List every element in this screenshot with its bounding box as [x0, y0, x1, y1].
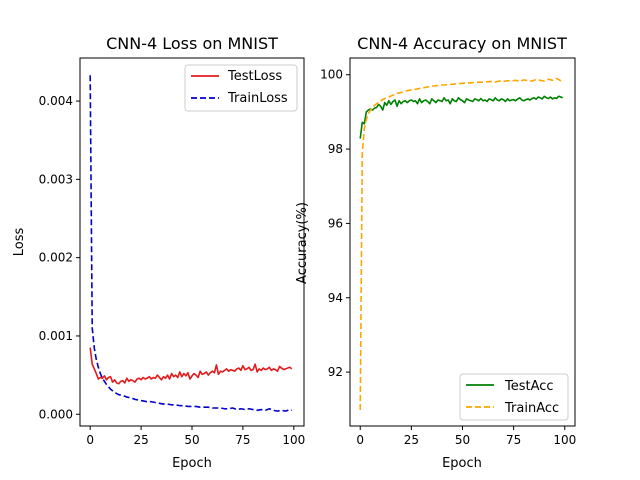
loss-x-tick-label: 0 — [86, 433, 94, 447]
loss-plot: CNN-4 Loss on MNIST Epoch Loss 0 25 50 75 10… — [12, 34, 305, 471]
loss-x-tick-label: 100 — [282, 433, 305, 447]
loss-legend: TestLoss TrainLoss — [184, 64, 298, 112]
accuracy-plot-title: CNN-4 Accuracy on MNIST — [357, 34, 567, 53]
loss-y-tick-label: 0.002 — [39, 251, 73, 265]
loss-x-tick-label: 50 — [184, 433, 199, 447]
accuracy-y-tick-label: 98 — [328, 142, 343, 156]
loss-x-axis-label: Epoch — [172, 456, 212, 471]
accuracy-x-axis-label: Epoch — [442, 456, 482, 471]
accuracy-series — [359, 77, 564, 411]
legend-label-testloss: TestLoss — [227, 69, 282, 84]
loss-y-axis-label: Loss — [12, 228, 27, 257]
accuracy-legend: TestAcc TrainAcc — [459, 373, 569, 421]
accuracy-y-tick-label: 94 — [328, 291, 343, 305]
legend-label-testacc: TestAcc — [504, 379, 554, 394]
series-line-testloss — [89, 347, 293, 385]
loss-axis-ticks: 0 25 50 75 100 0.000 0.001 0.002 0.003 0.004 — [39, 94, 306, 447]
accuracy-plot-frame — [349, 57, 576, 427]
loss-series — [89, 75, 293, 412]
legend-label-trainacc: TrainAcc — [504, 401, 559, 416]
accuracy-y-axis-label: Accuracy(%) — [295, 202, 310, 284]
loss-plot-frame — [79, 57, 305, 427]
accuracy-axis-ticks: 0 25 50 75 100 92 94 96 98 100 — [320, 68, 576, 447]
accuracy-plot: CNN-4 Accuracy on MNIST Epoch Accuracy(%… — [295, 34, 576, 471]
loss-y-tick-label: 0.004 — [39, 94, 73, 108]
series-line-trainloss — [89, 75, 293, 412]
loss-y-tick-label: 0.003 — [39, 172, 73, 186]
series-line-trainacc — [359, 77, 564, 411]
series-line-testacc — [359, 95, 564, 139]
accuracy-x-tick-label: 100 — [553, 433, 576, 447]
loss-plot-title: CNN-4 Loss on MNIST — [106, 34, 278, 53]
accuracy-x-tick-label: 50 — [455, 433, 470, 447]
loss-x-tick-label: 75 — [235, 433, 250, 447]
accuracy-x-tick-label: 0 — [356, 433, 364, 447]
accuracy-y-tick-label: 92 — [328, 365, 343, 379]
loss-y-tick-label: 0.001 — [39, 329, 73, 343]
accuracy-x-tick-label: 25 — [404, 433, 419, 447]
loss-y-tick-label: 0.000 — [39, 407, 73, 421]
legend-label-trainloss: TrainLoss — [227, 91, 288, 106]
accuracy-y-tick-label: 100 — [320, 68, 343, 82]
loss-x-tick-label: 25 — [133, 433, 148, 447]
accuracy-y-tick-label: 96 — [328, 216, 343, 230]
accuracy-x-tick-label: 75 — [506, 433, 521, 447]
